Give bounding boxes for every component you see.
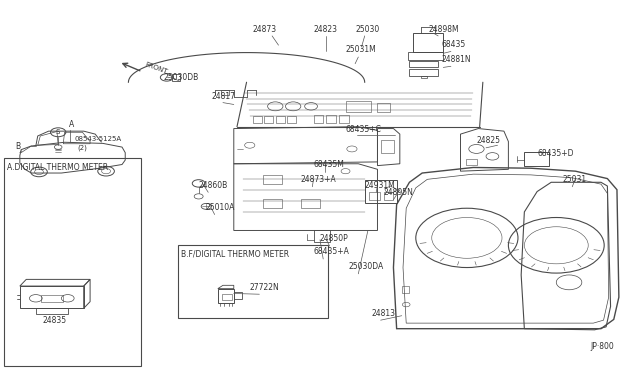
Text: 24850P: 24850P bbox=[320, 234, 349, 243]
Text: FRONT: FRONT bbox=[144, 61, 168, 75]
Bar bbox=[41, 295, 63, 302]
Bar bbox=[221, 90, 228, 95]
Text: A.DIGITAL THERMO METER: A.DIGITAL THERMO METER bbox=[7, 163, 108, 171]
Text: 24835: 24835 bbox=[43, 316, 67, 325]
Text: B: B bbox=[15, 142, 20, 151]
Bar bbox=[178, 245, 328, 318]
Bar bbox=[314, 115, 323, 123]
Text: 24813: 24813 bbox=[371, 308, 395, 318]
Text: 08543-5125A: 08543-5125A bbox=[74, 135, 121, 141]
Text: A: A bbox=[69, 119, 74, 129]
Text: 68435: 68435 bbox=[442, 40, 465, 49]
Bar bbox=[276, 116, 285, 123]
Text: 68435M: 68435M bbox=[314, 160, 344, 169]
Bar bbox=[221, 294, 232, 300]
Bar bbox=[20, 286, 84, 308]
Bar bbox=[410, 69, 438, 76]
Text: 24823: 24823 bbox=[314, 25, 338, 34]
Bar bbox=[218, 289, 234, 303]
Text: 24895N: 24895N bbox=[384, 188, 413, 197]
Bar bbox=[378, 103, 390, 112]
Bar bbox=[301, 199, 320, 208]
Bar bbox=[421, 76, 428, 78]
Text: 24881N: 24881N bbox=[442, 55, 471, 64]
Text: B.F/DIGITAL THERMO METER: B.F/DIGITAL THERMO METER bbox=[181, 250, 289, 259]
Text: S: S bbox=[56, 129, 60, 135]
Text: 24860B: 24860B bbox=[198, 181, 228, 190]
Text: 68435+C: 68435+C bbox=[346, 125, 381, 134]
Text: 25010A: 25010A bbox=[205, 203, 234, 212]
Bar bbox=[262, 199, 282, 208]
Bar bbox=[524, 151, 548, 166]
Bar bbox=[402, 286, 410, 294]
Bar bbox=[253, 116, 262, 123]
Text: 25030DB: 25030DB bbox=[164, 73, 199, 82]
Bar bbox=[413, 33, 444, 52]
Text: 25030: 25030 bbox=[355, 25, 380, 34]
Bar bbox=[339, 115, 349, 123]
Text: 24825: 24825 bbox=[476, 136, 500, 145]
Bar bbox=[314, 231, 330, 241]
Bar bbox=[466, 159, 477, 164]
Text: 68435+D: 68435+D bbox=[537, 149, 573, 158]
Bar bbox=[234, 292, 242, 299]
Bar bbox=[381, 140, 394, 153]
Bar bbox=[408, 52, 444, 60]
Bar bbox=[264, 116, 273, 123]
Bar bbox=[384, 192, 393, 200]
Bar bbox=[36, 308, 68, 314]
Bar bbox=[262, 175, 282, 184]
Text: 25031: 25031 bbox=[563, 175, 587, 184]
Text: 24931M: 24931M bbox=[365, 181, 396, 190]
Text: (2): (2) bbox=[77, 144, 87, 151]
Bar bbox=[287, 116, 296, 123]
Text: 27722N: 27722N bbox=[250, 283, 280, 292]
Text: 24873+A: 24873+A bbox=[301, 175, 337, 184]
Text: 68435+A: 68435+A bbox=[314, 247, 349, 256]
Bar bbox=[346, 101, 371, 112]
Bar bbox=[326, 115, 336, 123]
Bar bbox=[4, 158, 141, 366]
Bar bbox=[365, 180, 397, 203]
Bar bbox=[172, 74, 179, 81]
Bar bbox=[369, 192, 380, 200]
Text: 24898M: 24898M bbox=[429, 25, 459, 34]
Text: 24873: 24873 bbox=[253, 25, 277, 34]
Text: 25031M: 25031M bbox=[346, 45, 376, 54]
Text: 25030DA: 25030DA bbox=[349, 262, 384, 271]
Text: JP·800: JP·800 bbox=[590, 342, 614, 351]
Bar bbox=[410, 61, 438, 67]
Text: 24817: 24817 bbox=[211, 92, 236, 101]
